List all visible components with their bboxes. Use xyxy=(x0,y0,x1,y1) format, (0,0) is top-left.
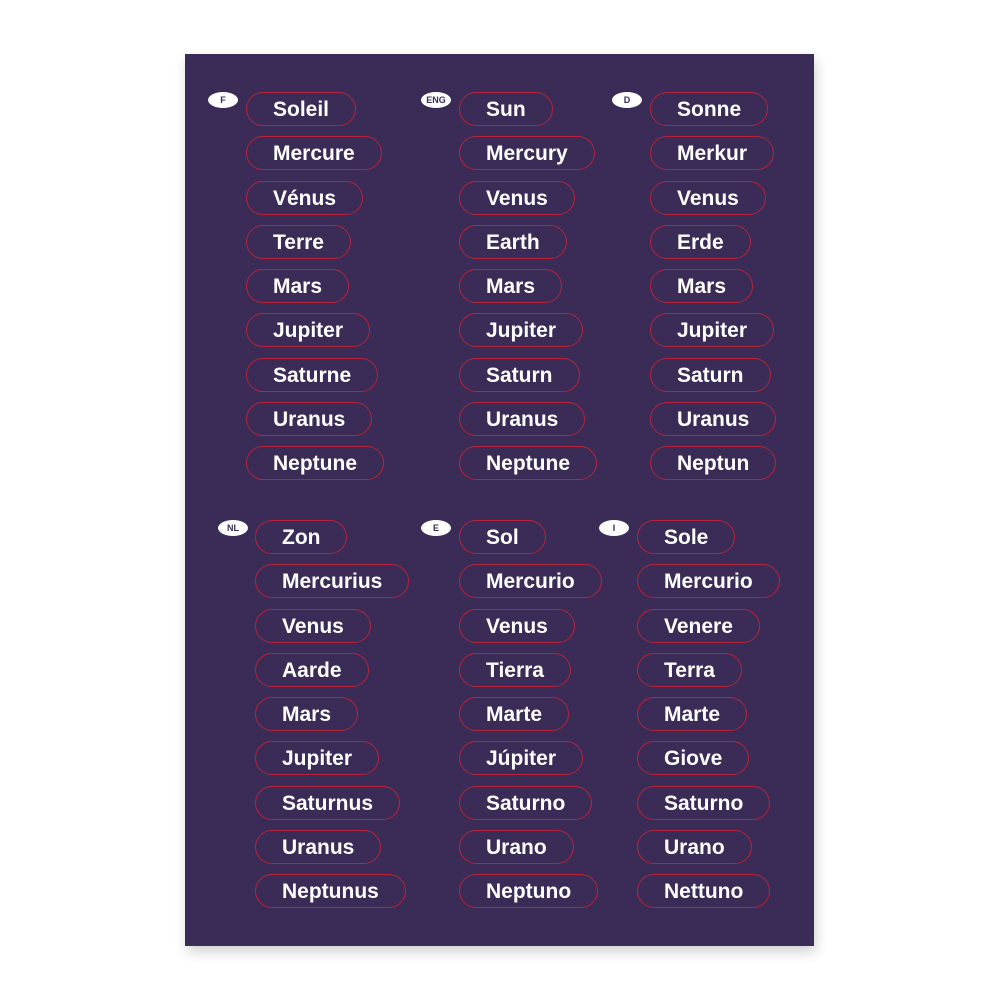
planet-sticker[interactable]: Terra xyxy=(637,652,742,687)
planet-sticker[interactable]: Jupiter xyxy=(255,741,380,776)
sticker-sheet: F Soleil Mercure Vénus Terre Mars Jupiter Satur… xyxy=(185,54,814,946)
planet-sticker[interactable]: Sole xyxy=(637,520,736,554)
planet-sticker[interactable]: Neptun xyxy=(650,446,777,480)
planet-sticker[interactable]: Neptune xyxy=(246,446,384,480)
planet-sticker[interactable]: Sol xyxy=(459,520,546,554)
planet-sticker[interactable]: Mercurio xyxy=(637,564,780,599)
planet-sticker[interactable]: Mars xyxy=(246,269,350,303)
planet-sticker[interactable]: Urano xyxy=(459,829,574,864)
language-badge: D xyxy=(612,92,642,108)
planet-sticker[interactable]: Júpiter xyxy=(459,741,584,776)
planet-sticker[interactable]: Saturn xyxy=(650,357,771,392)
planet-sticker[interactable]: Mars xyxy=(459,269,563,303)
planet-sticker[interactable]: Venus xyxy=(650,180,766,215)
planet-sticker[interactable]: Neptunus xyxy=(255,874,406,908)
planet-sticker[interactable]: Merkur xyxy=(650,136,775,171)
planet-sticker[interactable]: Jupiter xyxy=(459,313,584,348)
language-badge: F xyxy=(208,92,238,108)
planet-sticker[interactable]: Mercurio xyxy=(459,564,602,599)
planet-sticker[interactable]: Zon xyxy=(255,520,348,554)
planet-sticker[interactable]: Venus xyxy=(255,608,371,643)
planet-sticker[interactable]: Venere xyxy=(637,608,760,643)
planet-sticker[interactable]: Marte xyxy=(459,697,570,731)
planet-sticker[interactable]: Mars xyxy=(650,269,754,303)
planet-sticker[interactable]: Saturno xyxy=(637,785,771,820)
planet-sticker[interactable]: Sonne xyxy=(650,92,769,126)
language-badge: ENG xyxy=(421,92,451,108)
planet-sticker[interactable]: Mercurius xyxy=(255,564,410,599)
planet-sticker[interactable]: Nettuno xyxy=(637,874,771,908)
language-badge: NL xyxy=(218,520,248,536)
planet-sticker[interactable]: Terre xyxy=(246,224,351,259)
planet-sticker[interactable]: Marte xyxy=(637,697,748,731)
planet-sticker[interactable]: Mercure xyxy=(246,136,382,171)
planet-sticker[interactable]: Vénus xyxy=(246,180,364,215)
planet-sticker[interactable]: Mars xyxy=(255,697,359,731)
planet-sticker[interactable]: Saturno xyxy=(459,785,593,820)
planet-sticker[interactable]: Jupiter xyxy=(650,313,775,348)
planet-sticker[interactable]: Saturnus xyxy=(255,785,401,820)
planet-sticker[interactable]: Saturne xyxy=(246,357,379,392)
planet-sticker[interactable]: Urano xyxy=(637,829,752,864)
planet-sticker[interactable]: Aarde xyxy=(255,652,369,687)
planet-sticker[interactable]: Neptuno xyxy=(459,874,599,908)
planet-sticker[interactable]: Mercury xyxy=(459,136,595,171)
planet-sticker[interactable]: Venus xyxy=(459,608,575,643)
planet-sticker[interactable]: Sun xyxy=(459,92,553,126)
planet-sticker[interactable]: Giove xyxy=(637,741,750,776)
planet-sticker[interactable]: Earth xyxy=(459,224,567,259)
planet-sticker[interactable]: Saturn xyxy=(459,357,580,392)
planet-sticker[interactable]: Jupiter xyxy=(246,313,371,348)
planet-sticker[interactable]: Neptune xyxy=(459,446,597,480)
language-badge: E xyxy=(421,520,451,536)
planet-sticker[interactable]: Uranus xyxy=(246,401,373,436)
planet-sticker[interactable]: Uranus xyxy=(255,829,382,864)
planet-sticker[interactable]: Venus xyxy=(459,180,575,215)
planet-sticker[interactable]: Soleil xyxy=(246,92,357,126)
planet-sticker[interactable]: Erde xyxy=(650,224,751,259)
language-badge: I xyxy=(599,520,629,536)
planet-sticker[interactable]: Uranus xyxy=(459,401,586,436)
planet-sticker[interactable]: Tierra xyxy=(459,652,571,687)
planet-sticker[interactable]: Uranus xyxy=(650,401,777,436)
